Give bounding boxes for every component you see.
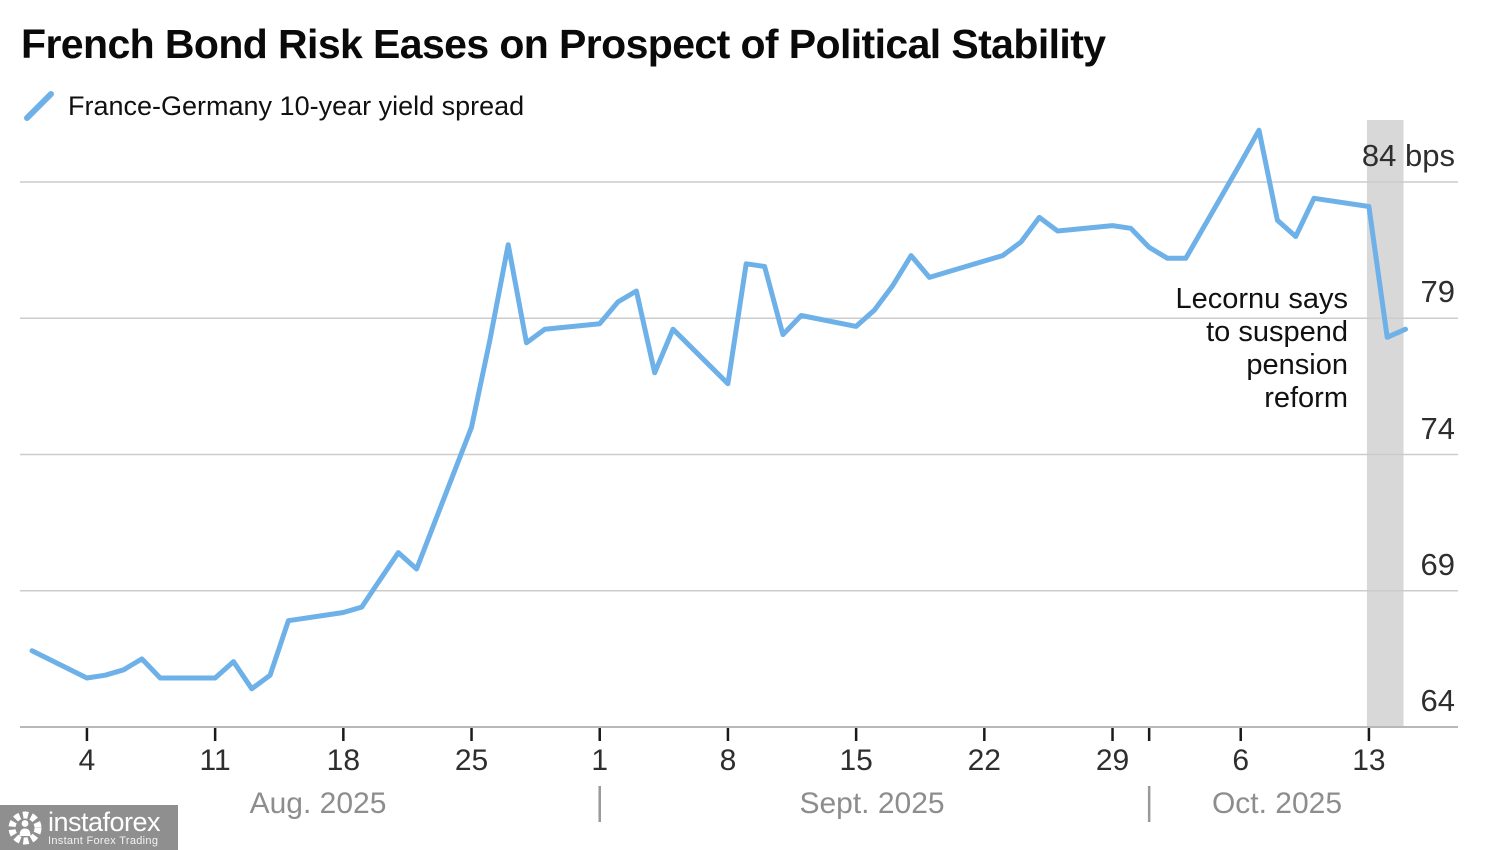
x-tick-label: 13 xyxy=(1352,744,1386,777)
x-tick-label: 15 xyxy=(839,744,873,777)
legend-slash-icon xyxy=(24,91,54,121)
y-tick-label: 79 xyxy=(1420,274,1455,310)
y-tick-label: 84 bps xyxy=(1361,138,1455,173)
chart-title: French Bond Risk Eases on Prospect of Po… xyxy=(21,21,1106,67)
legend: France-Germany 10-year yield spread xyxy=(22,88,524,124)
month-label: Oct. 2025 xyxy=(1211,787,1343,820)
x-tick-label: 1 xyxy=(591,744,609,777)
y-tick-label: 74 xyxy=(1420,410,1455,446)
x-tick-label: 18 xyxy=(326,744,361,777)
x-tick-label: 25 xyxy=(454,744,489,777)
watermark-name: instaforex xyxy=(48,806,161,837)
x-tick-label: 8 xyxy=(719,744,737,777)
y-tick-label: 64 xyxy=(1420,683,1455,718)
person-head xyxy=(21,819,29,827)
watermark-tagline: Instant Forex Trading xyxy=(48,834,159,847)
x-tick-label: 22 xyxy=(967,744,1001,777)
person-body xyxy=(19,828,31,836)
y-tick-label: 69 xyxy=(1420,546,1455,582)
event-annotation: Lecornu says to suspend pension reform xyxy=(1175,283,1349,414)
spread-line xyxy=(29,127,1408,692)
legend-label: France-Germany 10-year yield spread xyxy=(68,90,525,121)
watermark: instaforex Instant Forex Trading xyxy=(0,805,178,850)
x-tick-label: 6 xyxy=(1232,744,1250,777)
highlight-band xyxy=(1366,120,1404,727)
x-tick-label: 4 xyxy=(78,744,96,777)
month-label: Sept. 2025 xyxy=(799,787,945,820)
gear-teeth xyxy=(8,811,42,844)
month-label: Aug. 2025 xyxy=(249,787,387,820)
x-tick-label: 29 xyxy=(1095,744,1130,777)
x-tick-label: 11 xyxy=(199,744,231,777)
instaforex-gear-icon xyxy=(8,811,42,844)
